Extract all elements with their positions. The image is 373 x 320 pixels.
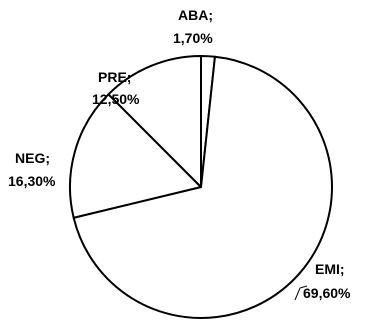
pie-labels: ABA; 1,70% PRE; 12,50% NEG; 16,30% EMI; … xyxy=(8,7,351,301)
slice-label-aba-percent: 1,70% xyxy=(173,30,213,46)
slice-label-neg-percent: 16,30% xyxy=(8,173,56,189)
slice-label-aba-name: ABA; xyxy=(178,7,213,23)
pie-slices xyxy=(69,55,333,319)
pie-slice-emi xyxy=(72,55,333,319)
slice-label-pre-percent: 12,50% xyxy=(92,91,140,107)
pie-slice-neg xyxy=(69,93,202,219)
slice-label-pre-name: PRE; xyxy=(98,69,131,85)
slice-label-emi-name: EMI; xyxy=(315,261,345,277)
leader-line-emi xyxy=(294,285,308,301)
slice-label-neg-name: NEG; xyxy=(15,150,50,166)
pie-slice-pre xyxy=(107,55,202,188)
slice-label-emi-percent: 69,60% xyxy=(303,285,351,301)
label-leader-lines xyxy=(294,285,308,301)
